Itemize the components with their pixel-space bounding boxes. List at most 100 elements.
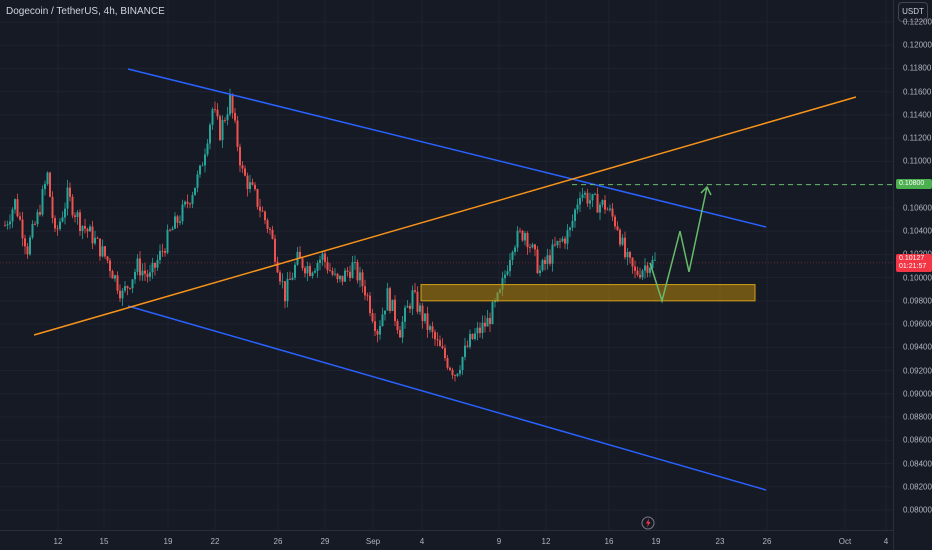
time-tick-label: 16: [604, 537, 614, 546]
projection-arrowhead: [700, 185, 712, 196]
candle-body: [114, 275, 116, 279]
candle-body: [491, 302, 494, 324]
candle-body: [526, 233, 529, 248]
candle-body: [436, 339, 439, 341]
chart-title: Dogecoin / TetherUS, 4h, BINANCE: [6, 6, 165, 17]
candle-body: [439, 340, 441, 347]
candle-body: [479, 327, 481, 333]
candle-body: [556, 240, 559, 246]
candle-body: [76, 212, 79, 217]
candle-body: [96, 237, 99, 239]
candle-body: [181, 204, 184, 222]
candle-body: [639, 274, 641, 278]
candle-body: [276, 261, 279, 273]
candle-body: [294, 264, 296, 278]
ascending-trend-line: [33, 96, 857, 336]
candle-body: [156, 260, 159, 268]
current-price-label: 0.10127: [899, 254, 925, 262]
candle-body: [461, 357, 464, 370]
candle-body: [264, 211, 266, 221]
candle-body: [446, 357, 449, 368]
candle-body: [206, 143, 209, 155]
candle-body: [269, 228, 271, 230]
candle-body: [279, 272, 281, 282]
candle-body: [71, 196, 74, 216]
candle-body: [19, 216, 21, 220]
candle-body: [336, 273, 339, 280]
candle-body: [331, 270, 334, 275]
candle-body: [64, 208, 66, 218]
candle-body: [4, 225, 6, 227]
candle-body: [456, 373, 459, 376]
candle-body: [551, 244, 554, 264]
candle-body: [481, 322, 484, 333]
candle-body: [369, 295, 371, 314]
candle-body: [371, 313, 374, 322]
candle-body: [424, 313, 426, 322]
candle-body: [399, 330, 401, 338]
candle-body: [221, 120, 224, 141]
candle-body: [596, 193, 599, 213]
candle-body: [411, 290, 414, 309]
lightning-icon[interactable]: [641, 516, 655, 530]
candle-body: [34, 223, 36, 225]
candle-body: [106, 256, 109, 261]
candle-body: [636, 270, 639, 275]
candle-body: [6, 224, 9, 226]
time-tick-label: 22: [210, 537, 220, 546]
candle-body: [396, 321, 399, 331]
currency-button[interactable]: USDT: [898, 2, 928, 22]
candle-body: [341, 275, 344, 282]
candle-body: [516, 230, 519, 248]
target-price-tag: 0.10800: [896, 178, 932, 189]
candle-body: [351, 262, 354, 278]
candle-body: [84, 225, 86, 229]
candle-body: [574, 209, 576, 221]
candle-body: [91, 226, 94, 244]
candle-body: [56, 228, 59, 230]
candle-body: [394, 299, 396, 322]
time-tick-label: Oct: [838, 537, 852, 546]
candle-body: [536, 249, 539, 274]
time-tick-label: 29: [320, 537, 330, 546]
price-tick-label: 0.11800: [903, 63, 932, 73]
candle-body: [166, 229, 169, 253]
candle-body: [534, 244, 536, 250]
candle-body: [486, 317, 489, 327]
candle-body: [49, 172, 51, 197]
candle-countdown-label: 01:21:57: [899, 262, 927, 270]
candle-body: [234, 112, 236, 121]
candle-body: [474, 333, 476, 340]
candle-body: [16, 199, 19, 217]
candle-body: [31, 223, 34, 238]
candle-body: [306, 266, 309, 274]
candle-body: [606, 209, 609, 211]
candle-body: [121, 290, 124, 299]
candle-body: [366, 295, 369, 297]
candle-body: [126, 286, 129, 288]
time-tick-label: 19: [163, 537, 173, 546]
time-tick-label: 23: [715, 537, 725, 546]
candle-body: [61, 217, 64, 222]
candle-body: [376, 330, 379, 335]
time-tick-label: 4: [419, 537, 425, 546]
candle-body: [174, 216, 176, 229]
candle-body: [586, 192, 589, 204]
candle-body: [86, 228, 89, 232]
candle-body: [241, 165, 244, 169]
candle-body: [186, 201, 189, 204]
price-scale-divider: [893, 0, 894, 550]
candle-body: [144, 270, 146, 274]
candle-body: [611, 208, 614, 217]
candle-body: [654, 259, 656, 261]
candle-body: [171, 228, 174, 231]
candle-body: [159, 250, 161, 261]
candle-body: [349, 271, 351, 278]
candle-body: [591, 194, 594, 201]
price-tick-label: 0.09400: [903, 342, 932, 352]
candle-body: [39, 212, 41, 215]
candle-body: [141, 270, 144, 276]
projection-path: [649, 186, 708, 304]
candle-body: [11, 209, 14, 222]
